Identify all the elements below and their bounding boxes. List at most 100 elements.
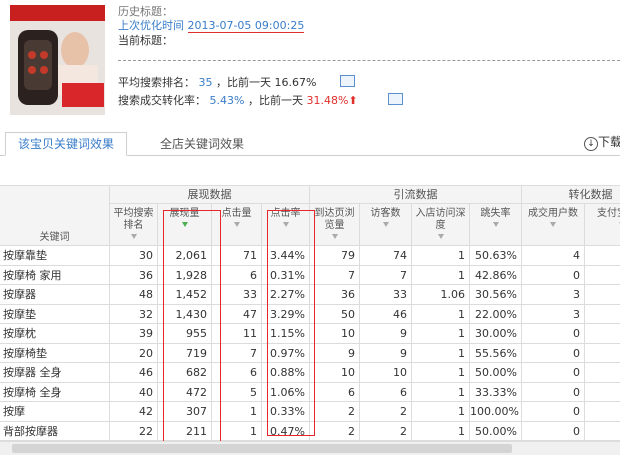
table-cell: 3 [522,285,585,305]
trend-icon[interactable] [388,93,403,105]
table-cell: 1.06 [412,285,470,305]
tab[interactable]: 全店关键词效果 [160,137,245,151]
table-cell: 1,430 [158,304,212,324]
table-cell: 1.06% [262,382,310,402]
table-cell: 47 [212,304,262,324]
table-cell: 42 [110,402,158,422]
metric-value: 35 [198,76,213,89]
current-title-label: 当前标题： [118,34,173,47]
keyword-table: 展现数据 引流数据 转化数据 关键词 平均搜索排名 展现量 点击量 点击率 到达页浏览量 访客数 入… [0,185,620,441]
highlight-box [163,210,221,442]
table-cell: 0 [522,324,585,344]
table-cell: 55.56% [470,343,522,363]
group-header: 引流数据 [310,186,522,204]
table-cell: 6 [360,382,412,402]
column-header[interactable]: 平均搜索排名 [110,204,158,246]
table-cell [585,402,620,422]
table-cell: 0.33% [262,402,310,422]
table-cell: 46 [110,363,158,383]
table-cell: 30.56% [470,285,522,305]
metric-change: 31.48% [306,94,349,107]
keyword: 按摩枕 [0,324,110,344]
column-header[interactable]: 点击率 [262,204,310,246]
metric-label: 平均搜索排名： [118,76,195,89]
table-cell: 30 [110,246,158,266]
table-cell: 2 [310,421,360,441]
table-cell: 22 [110,421,158,441]
table-cell [585,324,620,344]
tab-line [0,155,620,156]
table-cell: 36 [310,285,360,305]
table-cell: 48 [110,285,158,305]
last-optimized: 上次优化时间 2013-07-05 09:00:25 [118,17,305,33]
table-cell: 5 [212,382,262,402]
column-label: 成交用户数 [528,208,578,219]
table-cell: 36 [110,265,158,285]
table-cell: 9 [360,343,412,363]
column-header[interactable]: 成交用户数 [522,204,585,246]
tab-active[interactable]: 该宝贝关键词效果 [5,132,127,156]
column-header[interactable]: 到达页浏览量 [310,204,360,246]
table-cell: 2,061 [158,246,212,266]
column-header[interactable]: 支付宝件数 [585,204,620,246]
table-cell: 11 [212,324,262,344]
column-header[interactable]: 跳失率 [470,204,522,246]
sort-arrow[interactable] [492,222,499,227]
column-header[interactable]: 展现量 [158,204,212,246]
table-cell: 2 [310,402,360,422]
sort-arrow[interactable] [181,222,188,227]
table-cell: 50.00% [470,421,522,441]
table-cell [585,305,620,324]
metric-row: 平均搜索排名： 35 ，比前一天 16.67% [118,74,316,90]
table-cell: 1,928 [158,265,212,285]
last-optimized-time: 2013-07-05 09:00:25 [187,19,305,33]
download[interactable]: ↓ 下载 [584,133,620,151]
table-cell [585,246,620,266]
up-arrow: ⬆ [348,94,358,107]
column-header[interactable]: 入店访问深度 [412,204,470,246]
table-cell: 0 [522,382,585,402]
table-cell: 40 [110,382,158,402]
table-cell: 1 [412,246,470,266]
table-cell: 1 [412,363,470,383]
table-cell: 2.27% [262,285,310,305]
table-cell: 100.00% [470,402,522,422]
table-cell: 50.00% [470,363,522,383]
sort-arrow[interactable] [382,222,389,227]
table-cell: 211 [158,421,212,441]
trend-icon[interactable] [340,75,355,87]
table-cell: 0.88% [262,363,310,383]
table-cell: 74 [360,246,412,266]
table-cell: 6 [310,382,360,402]
column-label: 展现量 [169,208,200,219]
column-label: 支付宝件数 [597,208,620,219]
sort-arrow[interactable] [233,222,240,227]
table-cell: 1,452 [158,285,212,305]
history-title-label: 历史标题： [118,5,173,18]
metric-row: 搜索成交转化率： 5.43% ，比前一天 31.48%⬆ [118,92,358,108]
sort-arrow[interactable] [331,234,338,239]
keyword: 背部按摩器 [0,421,110,441]
table-cell: 10 [310,324,360,344]
table-cell: 0 [522,402,585,422]
table-cell [585,285,620,305]
table-cell: 6 [212,265,262,285]
table-cell: 1 [412,265,470,285]
table-cell [585,383,620,402]
table-cell: 4 [522,246,585,266]
column-label: 平均搜索排名 [113,208,154,231]
keyword: 按摩 [0,402,110,422]
sort-arrow[interactable] [282,222,289,227]
table-cell: 682 [158,363,212,383]
table-cell: 1 [212,421,262,441]
sort-arrow[interactable] [437,234,444,239]
table-cell: 307 [158,402,212,422]
table-cell: 42.86% [470,265,522,285]
keyword: 按摩椅垫 [0,343,110,363]
table-cell: 1.15% [262,324,310,344]
scrollbar[interactable] [0,441,620,455]
sort-arrow[interactable] [130,234,137,239]
sort-arrow[interactable] [550,222,556,227]
column-header[interactable]: 访客数 [360,204,412,246]
